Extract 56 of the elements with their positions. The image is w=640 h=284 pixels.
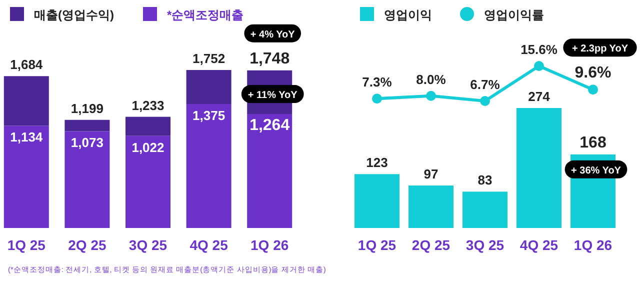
data-label: 1,264 <box>250 117 290 134</box>
bar <box>4 126 49 228</box>
bar <box>186 70 232 104</box>
annotation: + 36% YoY <box>571 165 622 176</box>
legend-label: 매출(영업수익) <box>34 8 114 22</box>
data-label: 168 <box>580 134 606 152</box>
bar <box>64 131 110 228</box>
x-tick-label: 3Q 25 <box>128 237 168 253</box>
x-tick-label: 2Q 25 <box>68 237 106 253</box>
data-label: 123 <box>366 155 388 170</box>
x-tick-label: 1Q 25 <box>358 237 396 253</box>
total-label: 1,233 <box>132 98 164 113</box>
bar <box>186 104 232 228</box>
data-label: 1,022 <box>132 140 164 155</box>
data-label: 1,134 <box>10 130 44 145</box>
data-label: 274 <box>528 89 551 104</box>
total-label: 1,684 <box>10 57 44 72</box>
bar <box>408 186 454 228</box>
x-tick-label: 1Q 25 <box>7 237 46 253</box>
point <box>534 61 544 71</box>
x-tick-label: 1Q 26 <box>574 237 612 253</box>
point <box>588 84 598 95</box>
bar <box>126 136 170 228</box>
total-label: 1,752 <box>192 51 226 66</box>
text: + 2.3pp YoY <box>572 44 628 55</box>
bar <box>462 192 508 228</box>
data-label: 83 <box>478 172 492 188</box>
point <box>480 96 490 106</box>
x-tick-label: 2Q 25 <box>412 237 450 253</box>
bar <box>247 114 292 228</box>
data-label: 1,375 <box>192 108 226 123</box>
total-label: 1,199 <box>70 100 104 116</box>
data-label: 9.6% <box>574 64 612 82</box>
x-tick-label: 4Q 25 <box>190 237 228 253</box>
legend-label: 영업이익 <box>384 8 432 22</box>
bar <box>516 108 562 228</box>
data-label: 15.6% <box>520 42 558 57</box>
data-label: 1,073 <box>70 135 104 150</box>
legend-label: 영업이익률 <box>484 8 544 22</box>
point <box>372 94 382 104</box>
data-label: 6.7% <box>470 77 500 92</box>
bar <box>354 174 400 228</box>
data-label: 8.0% <box>416 72 446 87</box>
x-tick-label: 3Q 25 <box>466 237 504 253</box>
data-label: 97 <box>424 166 438 182</box>
x-tick-label: 4Q 25 <box>520 237 558 253</box>
annotation: + 11% YoY <box>248 90 298 102</box>
point <box>426 90 436 101</box>
bar <box>64 120 110 132</box>
data-label: 7.3% <box>362 74 392 90</box>
legend-label: *순액조정매출 <box>167 8 244 22</box>
bar <box>4 76 49 126</box>
bar <box>126 116 170 136</box>
x-tick-label: 1Q 26 <box>250 237 289 253</box>
text: + 4% YoY <box>250 29 296 40</box>
total-label: 1,748 <box>250 50 290 68</box>
